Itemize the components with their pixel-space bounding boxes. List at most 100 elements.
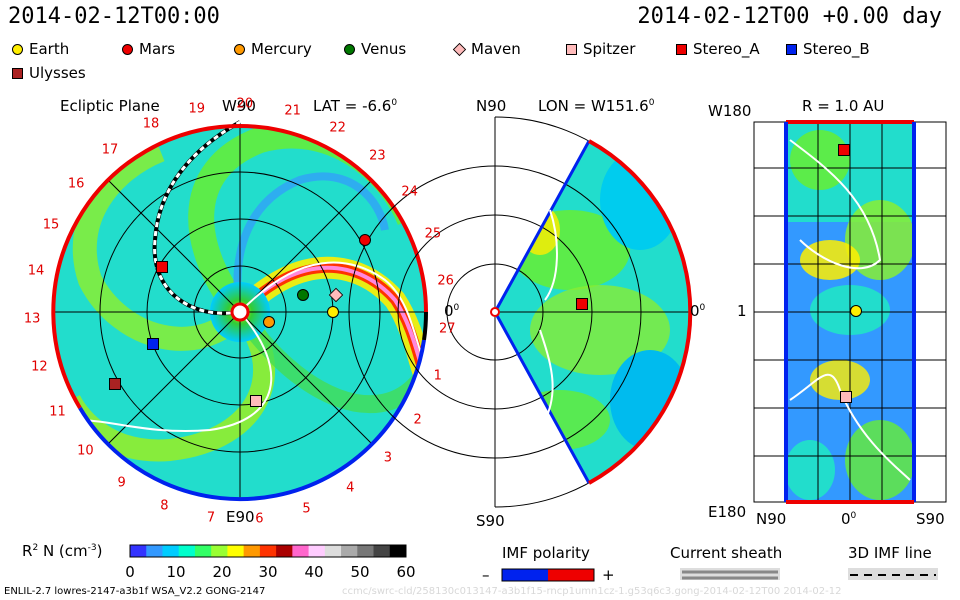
carrington-tick-label: 4	[346, 480, 355, 496]
carrington-tick-label: 2	[413, 412, 422, 428]
legend-item-spitzer: Spitzer	[566, 40, 635, 58]
meridional-top-left: N90	[476, 97, 507, 115]
ulysses-marker	[109, 378, 122, 391]
stereo_a-marker	[155, 260, 168, 273]
venus-marker-icon	[344, 43, 355, 55]
venus-marker	[296, 289, 309, 302]
stereo_a-marker	[576, 298, 588, 310]
legend-item-maven: Maven	[452, 40, 521, 58]
colorbar-tick-label: 30	[258, 563, 278, 581]
radial-bottom-left: N90	[756, 510, 787, 528]
spitzer-marker	[249, 394, 262, 407]
colorbar-segment	[357, 545, 375, 557]
legend-label: Spitzer	[583, 40, 636, 58]
carrington-tick-label: 18	[142, 116, 160, 132]
carrington-tick-label: 22	[329, 120, 346, 136]
legend-item-stereo_b: Stereo_B	[786, 40, 870, 58]
radial-left-top: W180	[708, 102, 752, 120]
carrington-tick-label: 15	[42, 217, 60, 233]
carrington-tick-label: 26	[437, 273, 454, 289]
legend-item-mercury: Mercury	[234, 40, 312, 58]
earth-marker	[327, 306, 339, 318]
colorbar	[130, 545, 407, 557]
mars-marker	[358, 233, 371, 246]
imf-minus-label: –	[482, 566, 490, 584]
footer-right: ccmc/swrc-cld/258130c013147-a3b1f15-rncp…	[342, 586, 842, 597]
imf-line-title: 3D IMF line	[848, 544, 932, 562]
legend-label: Mercury	[251, 40, 312, 58]
mars-marker-icon	[122, 43, 133, 55]
spitzer-marker-icon	[566, 43, 577, 55]
carrington-tick-label: 16	[67, 176, 85, 192]
colorbar-tick-label: 20	[212, 563, 232, 581]
carrington-tick-label: 21	[284, 103, 301, 119]
carrington-tick-label: 1	[433, 368, 442, 384]
earth-marker-icon	[12, 43, 23, 55]
carrington-tick-label: 12	[31, 359, 48, 375]
colorbar-frame	[129, 544, 407, 558]
ecliptic-lat-label: LAT = -6.60	[313, 97, 398, 115]
meridional-lon-label: LON = W151.60	[538, 97, 655, 115]
imf-bar-frame	[501, 568, 595, 582]
colorbar-segment	[162, 545, 180, 557]
ecliptic-bottom-label: E90	[226, 508, 255, 526]
carrington-tick-label: 3	[383, 450, 393, 466]
legend-label: Maven	[471, 40, 521, 58]
imf-neg-bar	[502, 569, 548, 581]
colorbar-tick-label: 40	[304, 563, 324, 581]
current-sheath-title: Current sheath	[670, 544, 783, 562]
stereo_b-marker-icon	[786, 43, 797, 55]
colorbar-segment	[243, 545, 261, 557]
carrington-tick-label: 5	[302, 501, 311, 517]
carrington-tick-label: 13	[23, 311, 41, 327]
radial-bottom-mid: 00	[841, 510, 857, 528]
spitzer-marker	[840, 391, 852, 403]
colorbar-tick-label: 10	[166, 563, 186, 581]
radial-bottom-right: S90	[916, 510, 945, 528]
ecliptic-top-label: W90	[222, 97, 256, 115]
datetime-left: 2014-02-12T00:00	[8, 4, 220, 29]
carrington-tick-label: 9	[117, 475, 126, 491]
colorbar-segment	[227, 545, 245, 557]
colorbar-segment	[178, 545, 196, 557]
datetime-right: 2014-02-12T00 +0.00 day	[637, 4, 942, 29]
colorbar-segment	[308, 545, 326, 557]
mercury-marker-icon	[234, 43, 245, 55]
carrington-tick-label: 20	[236, 96, 254, 112]
radial-left-mid: 1	[737, 302, 747, 320]
stereo_b-marker	[146, 337, 159, 350]
carrington-tick-label: 14	[27, 263, 45, 279]
legend-label: Stereo_B	[803, 40, 870, 58]
legend-label: Mars	[139, 40, 176, 58]
colorbar-tick-label: 50	[350, 563, 370, 581]
ecliptic-right-label: 00	[444, 302, 460, 320]
colorbar-segment	[130, 545, 147, 557]
ecliptic-panel	[51, 120, 429, 502]
carrington-tick-label: 19	[188, 101, 206, 117]
carrington-tick-label: 10	[77, 443, 94, 459]
meridional-right-label: 00	[690, 302, 706, 320]
colorbar-segment	[373, 545, 391, 557]
carrington-tick-label: 6	[255, 511, 264, 527]
colorbar-segment	[211, 545, 228, 557]
legend-item-ulysses: Ulysses	[12, 64, 86, 82]
ulysses-marker-icon	[12, 67, 23, 79]
colorbar-segment	[341, 545, 358, 557]
stereo_a-marker	[838, 144, 850, 156]
colorbar-segment	[389, 545, 407, 557]
legend-label: Ulysses	[29, 64, 86, 82]
colorbar-segment	[324, 545, 342, 557]
ecliptic-title: Ecliptic Plane	[60, 97, 160, 115]
legend-item-mars: Mars	[122, 40, 175, 58]
radial-title: R = 1.0 AU	[802, 97, 885, 115]
colorbar-tick-label: 60	[396, 563, 416, 581]
legend-item-stereo_a: Stereo_A	[676, 40, 760, 58]
legend-label: Stereo_A	[693, 40, 760, 58]
colorbar-segment	[146, 545, 163, 557]
colorbar-segment	[194, 545, 212, 557]
colorbar-segment	[259, 545, 277, 557]
mercury-marker	[262, 316, 275, 329]
meridional-bottom-left: S90	[476, 512, 505, 530]
imf-plus-label: +	[602, 566, 615, 584]
